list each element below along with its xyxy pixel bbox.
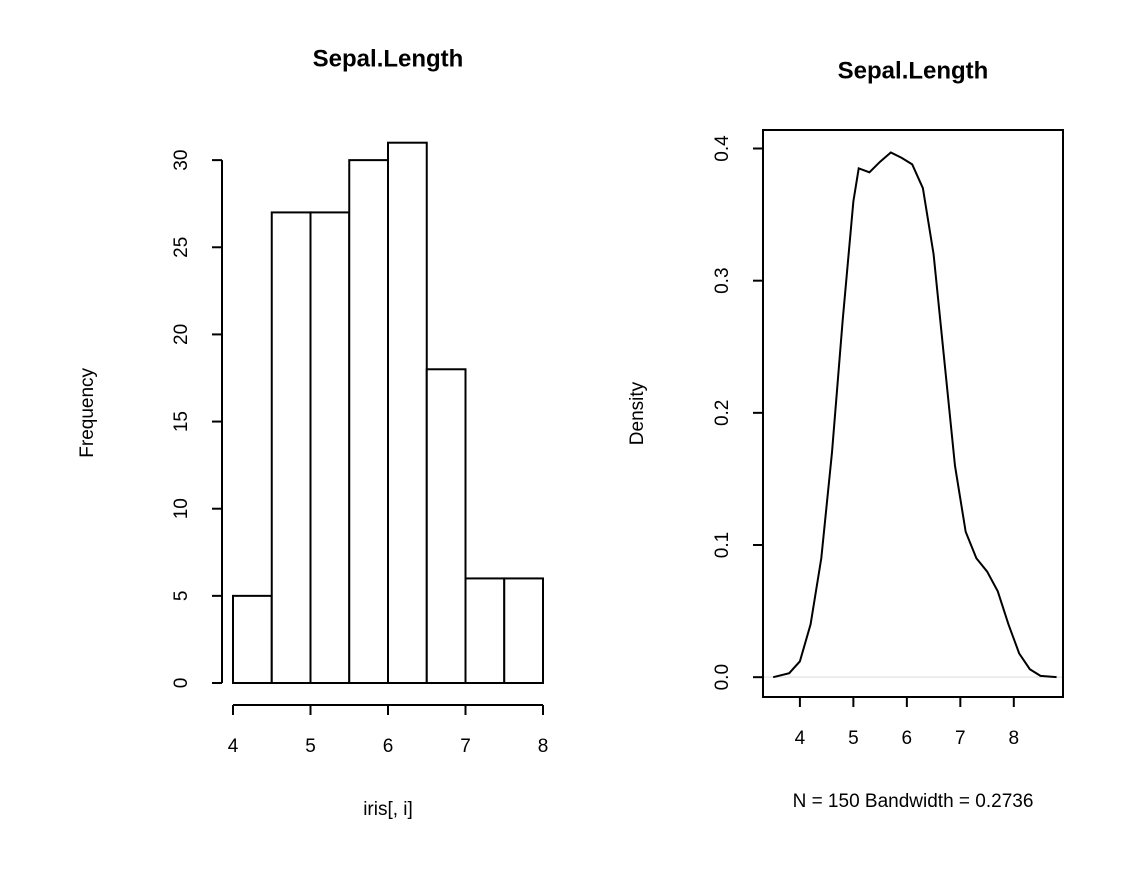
bar [387,141,428,684]
density-line [772,151,1057,679]
y-tick-label: 0.4 [712,135,733,162]
bar [270,211,312,684]
chart-title: Sepal.Length [838,57,989,84]
y-tick-label: 0.2 [712,400,733,426]
x-tick-label: 8 [538,736,549,757]
y-tick-label: 25 [171,237,192,258]
y-tick-label: 0.3 [712,267,733,293]
x-tick-label: 4 [795,728,806,749]
bar [464,577,506,684]
bar [425,368,467,684]
y-tick-label: 5 [171,591,192,602]
bar [232,594,273,685]
x-tick-label: 6 [902,728,913,749]
bar [503,577,544,684]
x-tick-label: 5 [848,728,859,749]
y-tick-label: 10 [171,498,192,519]
x-tick-label: 4 [228,736,239,757]
x-axis-label: N = 150 Bandwidth = 0.2736 [793,791,1034,812]
y-tick-label: 0.0 [712,664,733,690]
y-tick-label: 20 [171,324,192,345]
bar [348,159,389,684]
x-axis-label: iris[, i] [363,799,413,820]
y-axis-label: Frequency [77,367,98,457]
chart-title: Sepal.Length [313,45,464,72]
x-tick-label: 7 [460,736,471,757]
x-tick-label: 7 [955,728,966,749]
x-tick-label: 6 [383,736,394,757]
y-tick-label: 0.1 [712,532,733,558]
y-axis-label: Density [627,381,648,445]
y-tick-label: 15 [171,411,192,432]
x-tick-label: 5 [305,736,316,757]
x-tick-label: 8 [1009,728,1020,749]
plot-box [762,129,1064,698]
y-tick-label: 30 [171,150,192,171]
y-tick-label: 0 [171,678,192,689]
bar [309,211,351,684]
